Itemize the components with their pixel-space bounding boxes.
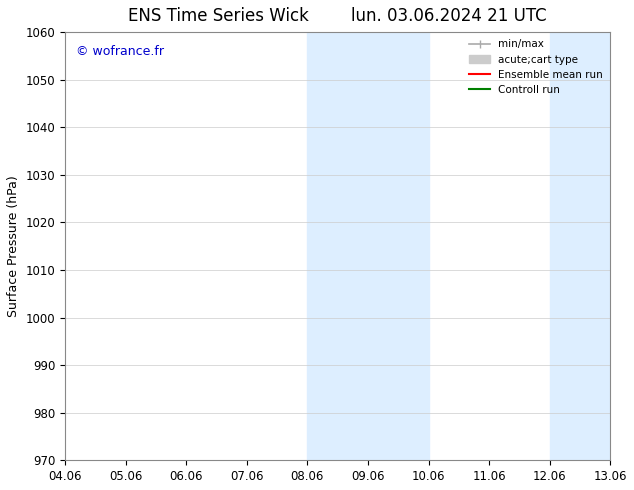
Text: © wofrance.fr: © wofrance.fr — [76, 45, 164, 58]
Bar — [307, 32, 429, 460]
Y-axis label: Surface Pressure (hPa): Surface Pressure (hPa) — [7, 175, 20, 317]
Title: ENS Time Series Wick        lun. 03.06.2024 21 UTC: ENS Time Series Wick lun. 03.06.2024 21 … — [128, 7, 547, 25]
Bar — [550, 32, 611, 460]
Legend: min/max, acute;cart type, Ensemble mean run, Controll run: min/max, acute;cart type, Ensemble mean … — [465, 35, 607, 99]
